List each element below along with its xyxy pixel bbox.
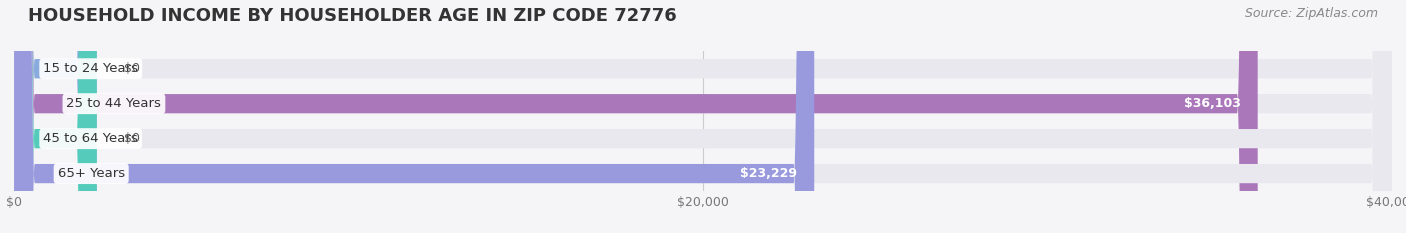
Text: 65+ Years: 65+ Years	[58, 167, 125, 180]
FancyBboxPatch shape	[14, 0, 1392, 233]
FancyBboxPatch shape	[14, 0, 1392, 233]
Text: Source: ZipAtlas.com: Source: ZipAtlas.com	[1244, 7, 1378, 20]
Text: 25 to 44 Years: 25 to 44 Years	[66, 97, 162, 110]
FancyBboxPatch shape	[14, 0, 814, 233]
Text: $23,229: $23,229	[740, 167, 797, 180]
FancyBboxPatch shape	[14, 0, 97, 233]
FancyBboxPatch shape	[14, 0, 1258, 233]
Text: 15 to 24 Years: 15 to 24 Years	[44, 62, 138, 75]
Text: $0: $0	[124, 132, 141, 145]
Text: $36,103: $36,103	[1184, 97, 1240, 110]
Text: $0: $0	[124, 62, 141, 75]
Text: HOUSEHOLD INCOME BY HOUSEHOLDER AGE IN ZIP CODE 72776: HOUSEHOLD INCOME BY HOUSEHOLDER AGE IN Z…	[28, 7, 676, 25]
FancyBboxPatch shape	[14, 0, 97, 233]
FancyBboxPatch shape	[14, 0, 1392, 233]
FancyBboxPatch shape	[14, 0, 1392, 233]
Text: 45 to 64 Years: 45 to 64 Years	[44, 132, 138, 145]
